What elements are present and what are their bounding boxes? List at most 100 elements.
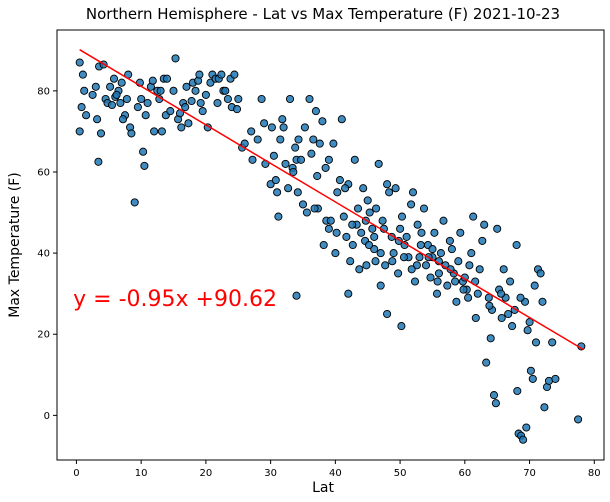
data-point-198 — [512, 240, 521, 250]
regression-line-group — [79, 49, 584, 351]
data-point-250 — [292, 291, 301, 300]
data-point-189 — [493, 224, 502, 233]
data-point-1 — [75, 127, 84, 136]
data-point-129 — [365, 208, 374, 217]
data-point-113 — [331, 249, 340, 258]
data-point-187 — [489, 391, 499, 400]
data-point-216 — [551, 374, 560, 383]
data-point-73 — [232, 105, 242, 114]
data-point-87 — [276, 135, 285, 144]
data-point-225 — [271, 176, 280, 185]
data-point-176 — [467, 249, 476, 258]
data-point-64 — [213, 98, 222, 108]
data-point-43 — [162, 74, 172, 83]
data-point-188 — [491, 399, 500, 408]
data-points — [75, 54, 586, 444]
plot-area-frame — [56, 29, 605, 461]
data-point-149 — [408, 188, 418, 197]
data-point-82 — [266, 180, 275, 189]
data-point-220 — [118, 115, 128, 124]
data-point-79 — [257, 94, 266, 104]
data-point-208 — [531, 338, 541, 347]
data-point-104 — [311, 107, 320, 116]
data-point-212 — [540, 403, 549, 412]
data-point-182 — [480, 220, 489, 229]
data-point-118 — [342, 232, 351, 241]
data-point-226 — [289, 167, 298, 177]
y-axis-ticks: 0 20 40 60 80 — [37, 86, 57, 422]
data-point-107 — [318, 117, 327, 126]
data-point-252 — [397, 322, 406, 331]
data-point-161 — [434, 269, 443, 278]
data-point-99 — [300, 123, 309, 132]
data-point-194 — [504, 309, 513, 319]
data-point-53 — [187, 96, 196, 106]
x-tick-label-1: 10 — [135, 468, 148, 479]
data-point-50 — [181, 103, 190, 112]
data-point-244 — [485, 301, 494, 310]
data-point-17 — [109, 74, 119, 83]
data-point-257 — [332, 228, 341, 237]
regression-equation-label: y = -0.95x +90.62 — [73, 287, 277, 312]
data-point-255 — [364, 240, 374, 250]
y-tick-label-0: 0 — [44, 411, 50, 422]
data-point-151 — [413, 220, 422, 229]
data-point-40 — [156, 86, 165, 95]
data-point-206 — [528, 374, 537, 383]
data-point-203 — [523, 326, 532, 335]
data-point-34 — [143, 98, 152, 108]
y-tick-label-3: 60 — [37, 167, 50, 178]
data-point-253 — [383, 309, 392, 319]
data-point-215 — [548, 338, 557, 347]
data-point-181 — [478, 236, 487, 245]
data-point-259 — [362, 261, 371, 270]
data-point-262 — [371, 257, 380, 266]
data-point-180 — [475, 265, 484, 274]
data-point-23 — [122, 94, 131, 104]
data-point-26 — [127, 129, 136, 138]
data-point-103 — [309, 135, 318, 144]
data-point-115 — [335, 176, 344, 185]
x-tick-label-8: 80 — [588, 468, 601, 479]
data-point-159 — [430, 228, 439, 237]
data-point-183 — [482, 358, 491, 367]
data-point-121 — [348, 240, 357, 250]
data-point-114 — [333, 188, 342, 197]
y-axis-label: Max Temperature (F) — [7, 172, 23, 318]
data-point-69 — [223, 94, 232, 104]
data-point-2 — [77, 103, 86, 112]
data-point-28 — [133, 103, 142, 112]
data-point-251 — [428, 245, 437, 254]
data-point-80 — [260, 119, 269, 128]
data-point-131 — [370, 232, 379, 241]
data-point-165 — [443, 281, 452, 290]
data-point-68 — [221, 86, 230, 95]
data-point-177 — [469, 212, 478, 221]
regression-line — [79, 49, 584, 351]
data-point-146 — [402, 232, 411, 241]
data-point-264 — [416, 240, 425, 250]
data-point-258 — [313, 171, 322, 181]
data-point-155 — [421, 261, 431, 270]
data-point-166 — [445, 236, 454, 245]
data-point-236 — [388, 257, 397, 266]
data-point-227 — [293, 188, 302, 197]
x-tick-label-3: 30 — [264, 468, 277, 479]
data-point-221 — [157, 127, 166, 136]
data-point-249 — [344, 289, 353, 298]
data-point-111 — [326, 216, 335, 225]
x-tick-label-7: 70 — [523, 468, 536, 479]
data-point-217 — [574, 415, 583, 424]
data-point-153 — [417, 228, 426, 237]
data-point-83 — [267, 123, 276, 132]
data-point-207 — [530, 281, 539, 290]
data-point-128 — [363, 196, 372, 205]
data-point-204 — [525, 318, 534, 327]
data-point-179 — [473, 289, 482, 298]
data-point-246 — [516, 293, 525, 302]
data-point-192 — [499, 265, 508, 274]
data-point-140 — [389, 249, 398, 258]
data-point-59 — [201, 90, 210, 99]
data-point-254 — [464, 293, 473, 302]
